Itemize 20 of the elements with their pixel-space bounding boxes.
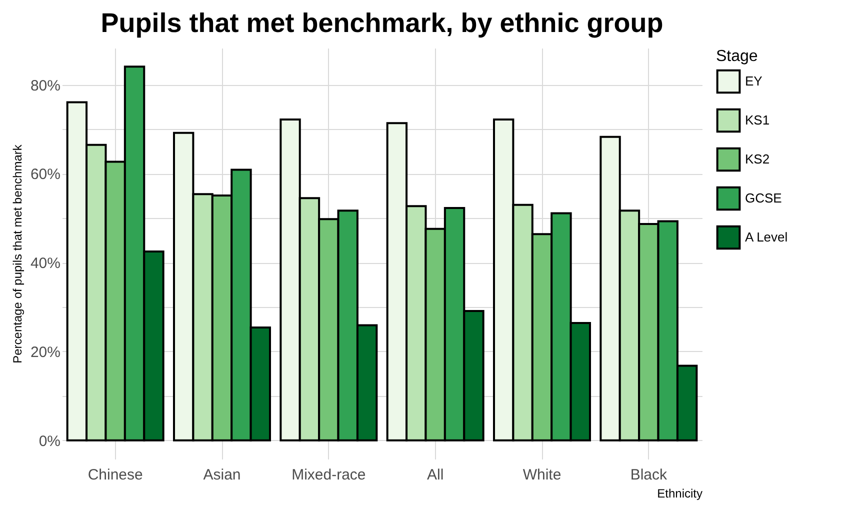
x-tick-label: White [522, 466, 562, 484]
y-tick-label: 0% [38, 432, 60, 450]
x-tick-label: Chinese [88, 466, 143, 484]
chart-title: Pupils that met benchmark, by ethnic group [100, 8, 664, 38]
legend-label: KS1 [745, 112, 770, 128]
x-tick-label: Black [630, 466, 668, 484]
x-tick-label: All [426, 466, 444, 484]
legend-label: KS2 [745, 152, 770, 166]
y-tick-label: 80% [30, 77, 60, 94]
legend-label: A Level [745, 230, 788, 244]
x-axis-title: Ethnicity [657, 486, 702, 500]
y-axis-title: Percentage of pupils that met benchmark [10, 144, 24, 364]
x-tick-label: Asian [203, 466, 241, 484]
legend-label: GCSE [745, 190, 782, 206]
y-tick-label: 40% [30, 255, 60, 272]
y-tick-label: 20% [30, 344, 60, 361]
legend-label: EY [745, 74, 763, 88]
legend-title: Stage [716, 48, 758, 65]
x-tick-label: Mixed-race [292, 466, 366, 484]
y-tick-label: 60% [30, 166, 60, 184]
